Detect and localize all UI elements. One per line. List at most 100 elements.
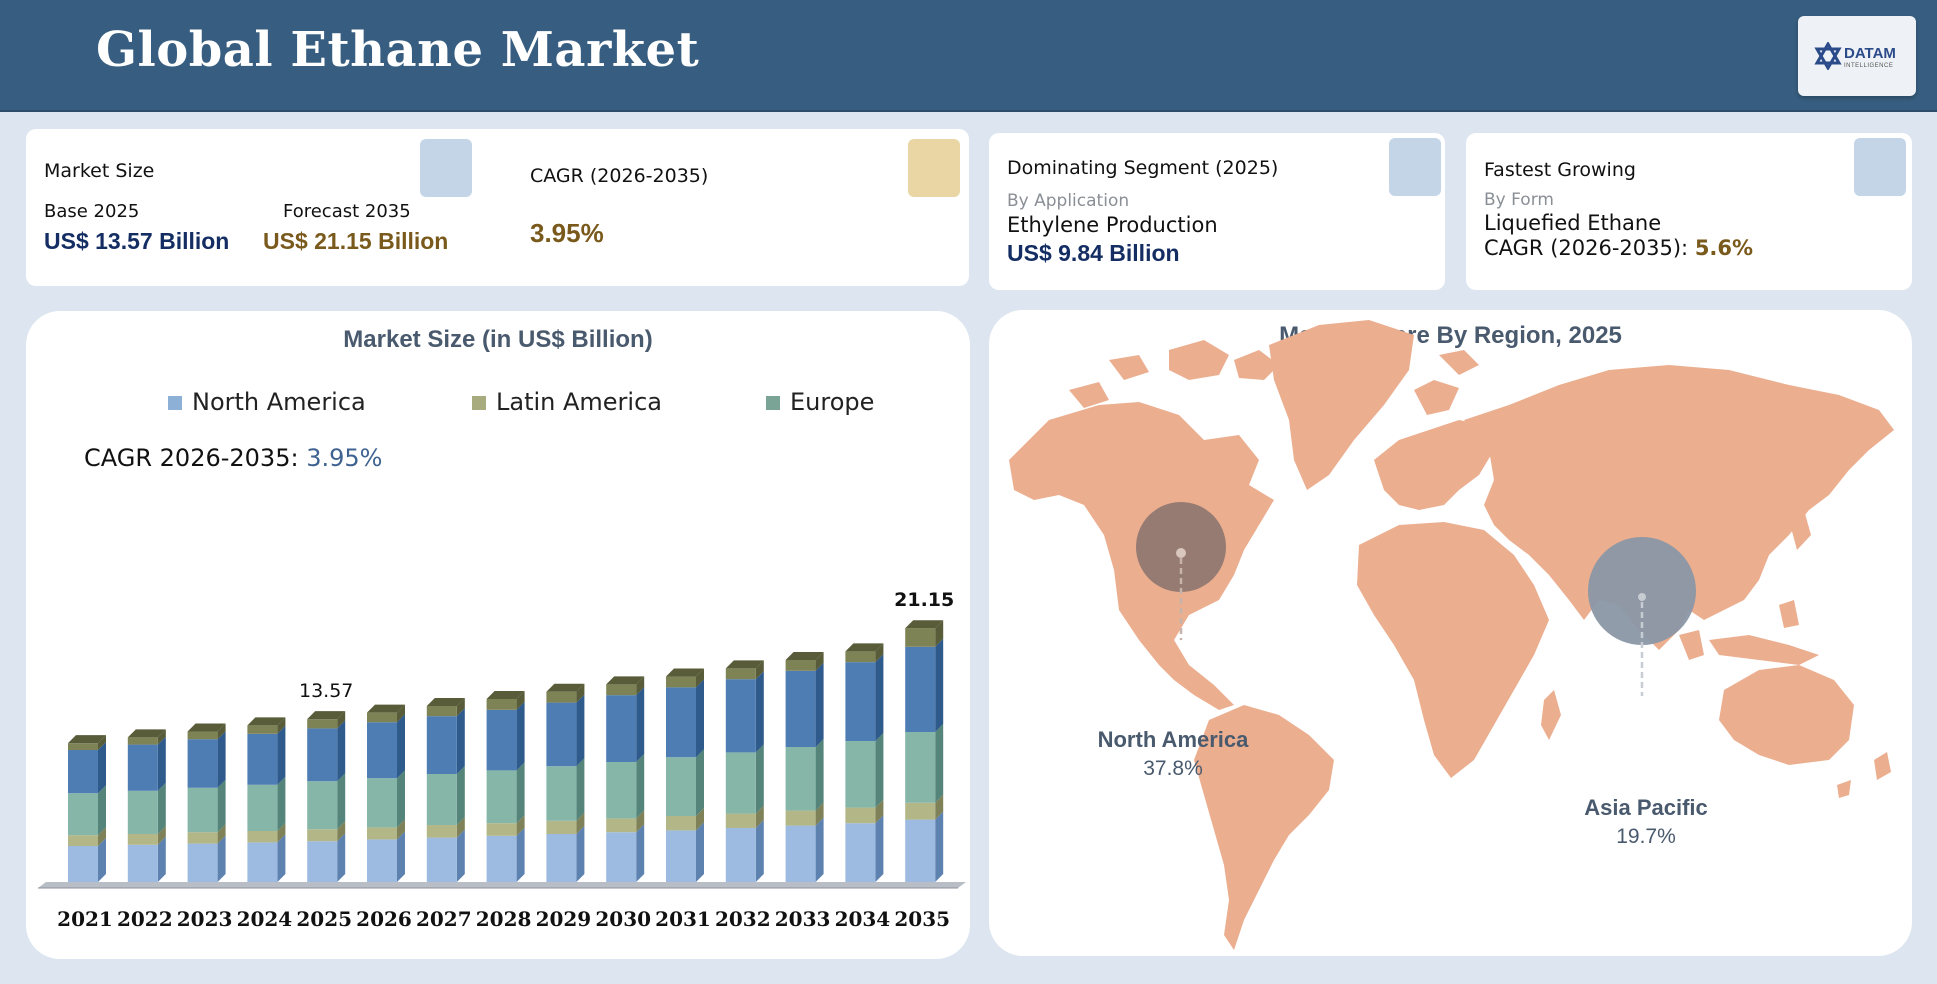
bar-side-2027-0 [456,829,465,882]
greenland-land [1269,320,1414,490]
bar-side-2032-3 [755,671,764,753]
bar-top-2029 [546,683,585,692]
bar-segment-2025-2 [307,781,338,830]
bar-segment-2034-0 [845,823,876,882]
market-size-title: Market Size [44,160,155,182]
bar-side-2027-1 [456,817,465,838]
bar-side-2021-1 [98,827,106,846]
bar-segment-2024-4 [247,725,278,734]
x-tick-2021: 2021 [57,907,113,931]
bar-side-2035-3 [935,638,944,732]
bar-segment-2025-4 [307,719,338,729]
bar-side-2035-2 [935,724,944,803]
bar-segment-2035-1 [905,802,936,820]
africa-land [1357,522,1549,778]
bar-side-2034-4 [875,643,884,663]
bar-side-2030-4 [636,676,645,696]
bar-segment-2028-2 [486,770,517,824]
bar-side-2031-3 [696,679,704,758]
bar-segment-2028-3 [486,709,517,771]
x-tick-2035: 2035 [894,907,950,931]
bar-segment-2032-3 [725,679,756,753]
bar-top-2025 [307,711,346,720]
bar-side-2030-2 [636,754,645,819]
x-tick-2026: 2026 [356,907,412,931]
bar-side-2028-4 [516,691,525,710]
bar-side-2022-1 [157,826,166,845]
bar-side-2026-2 [397,770,405,828]
legend-label-1: Latin America [496,388,662,416]
bar-side-2028-3 [516,701,525,771]
australia-land [1719,665,1854,765]
bar-segment-2032-1 [725,813,756,828]
bar-side-2023-1 [217,824,226,844]
asia-land [1464,365,1894,650]
bar-side-2033-0 [815,817,824,882]
bar-segment-2024-1 [247,831,278,843]
world-land [1009,320,1894,950]
bar-segment-2026-1 [367,827,397,840]
legend-label-0: North America [192,388,366,416]
x-tick-2022: 2022 [117,907,173,931]
bar-segment-2035-2 [905,732,936,803]
bar-side-2023-0 [217,835,226,882]
asia-pacific-label: Asia Pacific [1584,795,1708,820]
datam-logo: DATAM INTELLIGENCE [1798,16,1916,96]
bar-side-2024-1 [277,823,286,843]
bar-side-2025-0 [337,833,346,882]
bar-segment-2022-3 [127,744,158,791]
bar-side-2029-1 [576,812,585,834]
base-year-label: Base 2025 [44,201,140,222]
market-size-card: Market Size Base 2025 Forecast 2035 US$ … [26,129,969,286]
bar-side-2031-1 [696,808,704,831]
bar-segment-2030-1 [606,818,637,833]
bar-side-2035-0 [935,811,944,882]
fastest-cagr-line: CAGR (2026-2035): 5.6% [1484,236,1753,260]
x-tick-2030: 2030 [595,907,651,931]
bar-segment-2030-0 [606,832,637,882]
legend-swatch-0 [168,396,182,410]
bar-segment-2021-2 [68,793,98,836]
bar-segment-2030-3 [606,695,637,762]
fastest-cagr-label: CAGR (2026-2035): [1484,236,1695,260]
bar-segment-2026-2 [367,778,397,828]
x-tick-2029: 2029 [536,907,592,931]
bar-side-2026-1 [397,819,405,840]
x-tick-2023: 2023 [177,907,233,931]
bar-side-2033-4 [815,652,824,671]
dominating-value: US$ 9.84 Billion [1007,240,1180,266]
bar-side-2029-0 [576,826,585,882]
bar-segment-2032-2 [725,752,756,814]
bar-side-2023-4 [217,723,226,740]
bar-top-2035 [905,620,944,629]
bar-segment-2032-4 [725,668,756,680]
bar-segment-2030-2 [606,762,637,819]
bar-segment-2024-2 [247,784,278,831]
bar-side-2024-3 [277,725,286,785]
market-size-chip [420,139,472,197]
header-bar: Global Ethane Market DATAM INTELLIGENCE [0,0,1937,112]
asia-pacific-share: 19.7% [1616,825,1676,848]
bar-side-2031-2 [696,749,704,816]
bar-side-2032-0 [755,820,764,882]
cagr-chip [908,139,960,197]
bar-top-2027 [426,697,465,706]
chart-cagr-line: CAGR 2026-2035: 3.95% [84,444,382,472]
forecast-year-label: Forecast 2035 [283,201,411,222]
bar-segment-2033-3 [785,670,816,747]
data-label-21.15: 21.15 [894,589,954,611]
europe-land [1374,420,1494,510]
dominating-title: Dominating Segment (2025) [1007,157,1279,179]
bar-side-2030-1 [636,810,645,833]
bar-top-2021 [68,735,106,744]
bar-side-2022-0 [157,836,166,882]
bar-top-2022 [127,729,166,738]
bar-segment-2034-1 [845,807,876,824]
bar-segment-2027-0 [426,837,457,882]
bar-side-2034-2 [875,733,884,808]
bar-side-2027-3 [456,708,465,774]
bar-chart-title: Market Size (in US$ Billion) [343,326,653,353]
bar-segment-2033-4 [785,660,816,671]
bar-side-2032-1 [755,805,764,828]
north-america-bubble [1136,502,1226,592]
